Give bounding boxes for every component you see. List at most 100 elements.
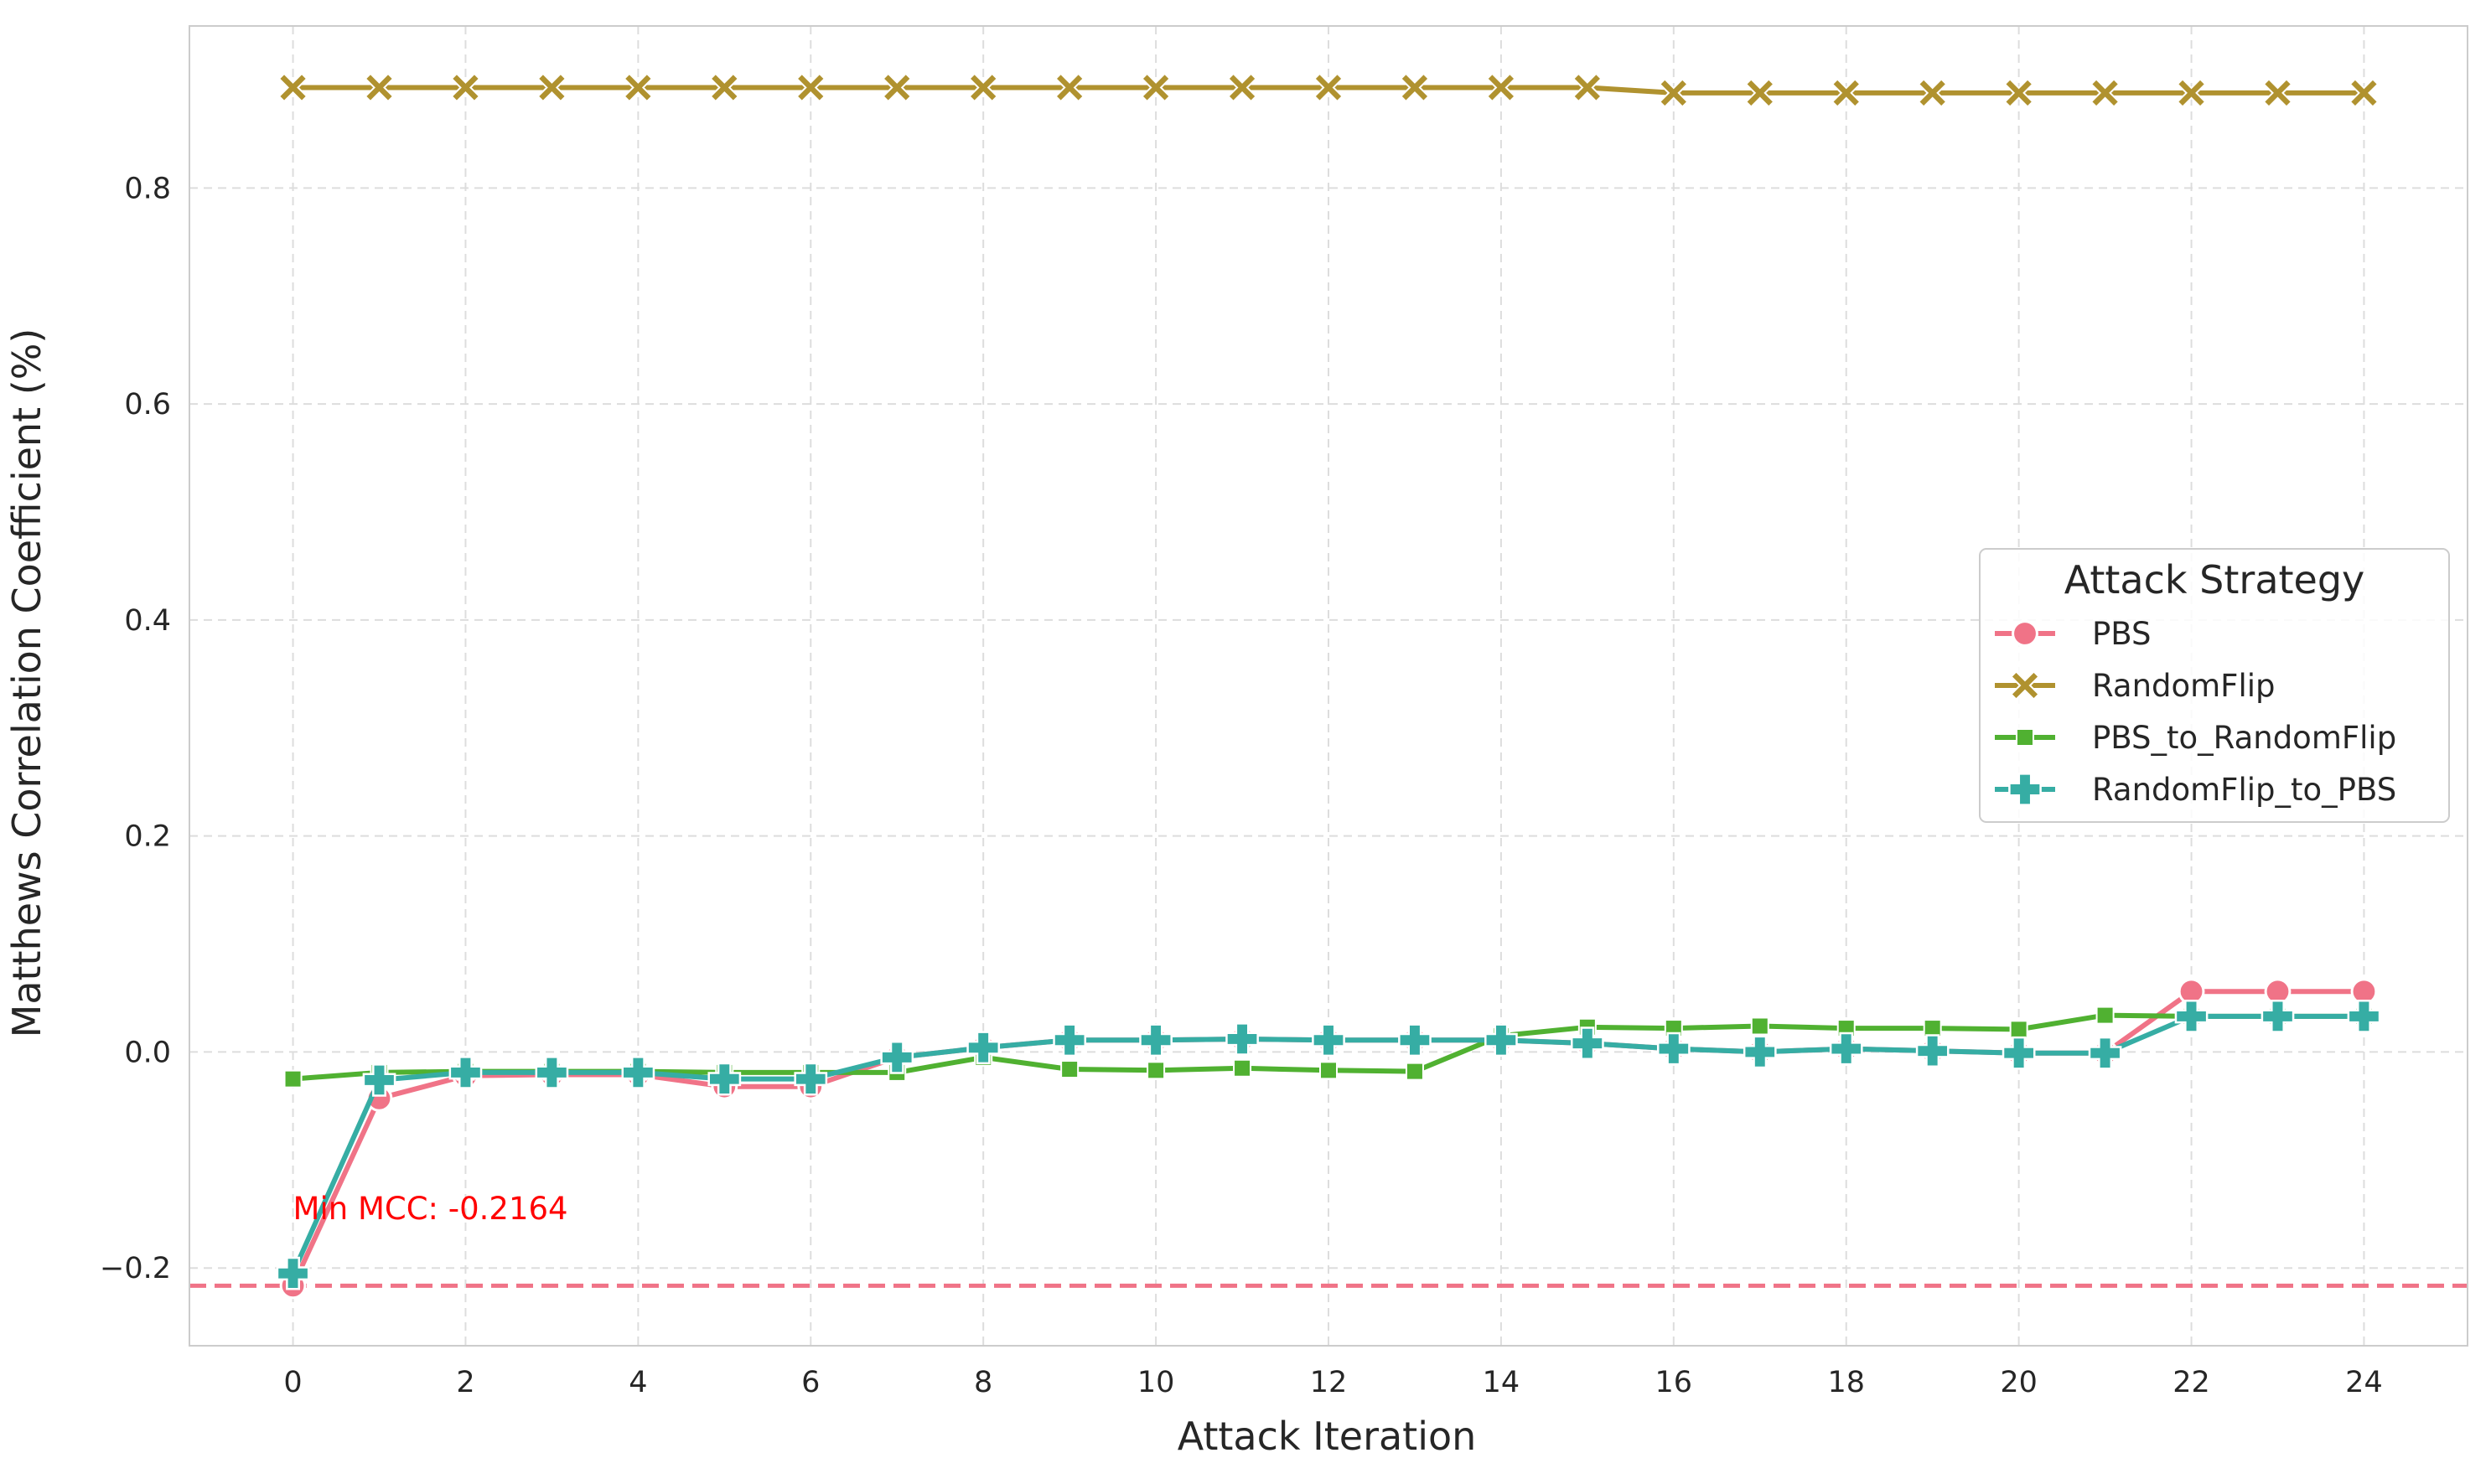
data-point [1319,1061,1338,1080]
data-point [1313,72,1344,103]
data-point [2174,1000,2209,1033]
y-tick-label: 0.6 [124,388,171,421]
data-point [1405,1062,1424,1081]
data-point [621,1056,655,1089]
data-point [882,72,913,103]
data-point [1831,77,1862,108]
x-tick-label: 18 [1827,1366,1865,1399]
data-point [968,72,999,103]
data-point [623,72,654,103]
data-point [794,1062,828,1096]
y-tick-label: 0.2 [124,820,171,854]
data-point [2347,1000,2381,1033]
x-tick-label: 22 [2173,1366,2210,1399]
data-point [1917,77,1948,108]
data-point [2003,77,2034,108]
data-point [1141,72,1172,103]
data-point [1060,1060,1080,1079]
data-point [2349,77,2380,108]
data-point [1147,1061,1166,1080]
data-point [1923,1019,1942,1038]
x-tick-label: 4 [629,1366,647,1399]
data-point [536,72,567,103]
data-point [364,72,395,103]
x-tick-label: 0 [283,1366,302,1399]
x-tick-label: 2 [456,1366,474,1399]
x-axis-ticks: 0 2 4 6 8 10 12 14 16 18 20 22 24 [283,1366,2382,1399]
x-tick-label: 10 [1137,1366,1175,1399]
data-point [1658,77,1689,108]
data-point [1233,1058,1252,1078]
legend-entry: PBS [1995,616,2152,652]
data-point [707,1062,742,1096]
data-point [1571,1026,1604,1060]
data-point [1915,1034,1950,1068]
data-point [2095,1006,2115,1025]
x-tick-label: 6 [801,1366,820,1399]
legend-title: Attack Strategy [2064,557,2365,602]
data-point [1743,1035,1777,1069]
data-point [2012,620,2038,647]
legend-label: PBS_to_RandomFlip [2092,720,2396,756]
data-point [276,1256,310,1290]
y-axis-label: Matthews Correlation Coefficient (%) [4,328,49,1038]
y-axis-ticks: −0.2 0.0 0.2 0.4 0.6 0.8 [100,172,171,1285]
data-point [1744,77,1775,108]
data-point [2002,1036,2036,1070]
data-point [450,72,481,103]
data-point [2261,1000,2295,1033]
legend-label: PBS [2092,616,2152,652]
legend-entry: RandomFlip [1995,668,2276,704]
data-point [2010,670,2040,701]
data-point [1054,72,1085,103]
data-point [1139,1023,1173,1057]
data-point [448,1056,483,1089]
data-point [1400,72,1430,103]
x-tick-label: 24 [2345,1366,2383,1399]
y-tick-label: 0.8 [124,172,171,205]
data-point [2009,1020,2028,1039]
data-point [1484,1023,1518,1057]
series-RandomFlip [277,72,2380,108]
data-point [966,1031,1001,1065]
data-point [2008,773,2042,806]
data-point [1656,1032,1691,1066]
data-point [2016,728,2034,747]
series-RandomFlip_to_PBS [276,1000,2381,1290]
data-point [1485,72,1516,103]
data-point [2262,77,2293,108]
y-tick-label: −0.2 [100,1252,171,1285]
legend-entries: PBS RandomFlip PBS_to_RandomFlip RandomFlip… [1995,616,2396,808]
legend-label: RandomFlip [2092,668,2276,704]
data-point [795,72,826,103]
x-tick-label: 14 [1483,1366,1520,1399]
data-point [277,72,308,103]
series-lines [276,72,2381,1300]
plot-area-frame [189,25,2468,1347]
x-tick-label: 20 [2000,1366,2038,1399]
data-point [1053,1023,1086,1057]
x-tick-label: 16 [1655,1366,1693,1399]
min-mcc-annotation: Min MCC: -0.2164 [293,1191,568,1227]
legend-entry: RandomFlip_to_PBS [1995,772,2396,808]
legend-box [1979,548,2450,823]
data-point [2088,1036,2122,1070]
data-point [1829,1032,1863,1066]
x-tick-label: 12 [1310,1366,1348,1399]
data-point [2176,77,2207,108]
data-point [2090,77,2121,108]
x-axis-label: Attack Iteration [1178,1414,1477,1459]
legend: Attack Strategy PBS RandomFlip PBS_to_Rand… [1979,548,2450,823]
data-point [1572,72,1603,103]
data-point [1227,72,1257,103]
data-point [1225,1022,1259,1056]
data-point [362,1063,396,1097]
data-point [283,1069,303,1088]
y-tick-label: 0.0 [124,1036,171,1069]
legend-label: RandomFlip_to_PBS [2092,772,2396,808]
data-point [1398,1023,1432,1057]
data-point [1312,1023,1345,1057]
x-tick-label: 8 [974,1366,992,1399]
data-point [535,1056,569,1089]
